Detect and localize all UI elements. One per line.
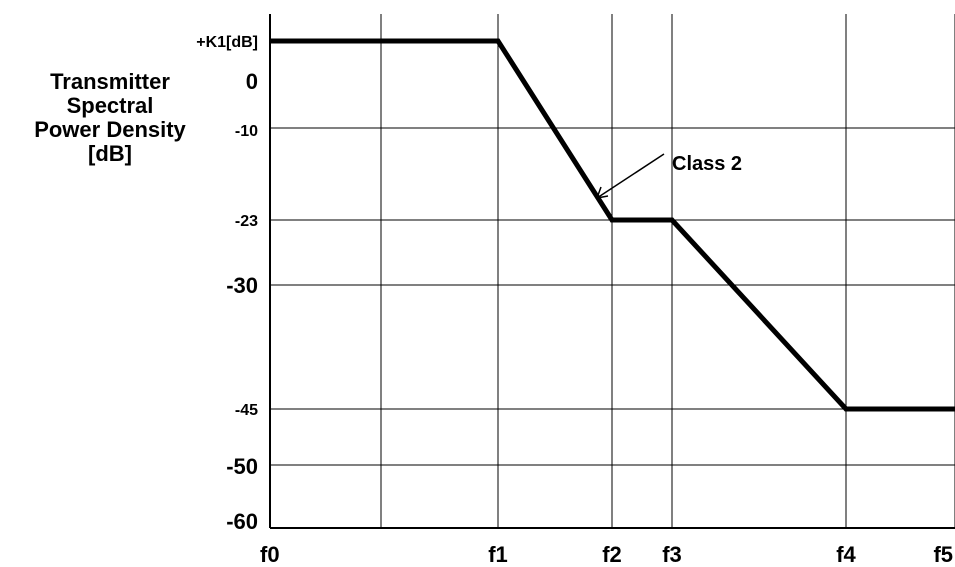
grid <box>269 14 955 529</box>
annotation-arrow <box>596 153 665 199</box>
x-tick-label: f2 <box>602 542 622 567</box>
x-tick-label: f1 <box>488 542 508 567</box>
x-tick-label: f0 <box>260 542 280 567</box>
y-tick-labels: +K1[dB] 0 -10 -23 -30 -45 -50 -60 <box>196 34 258 534</box>
y-tick-label: -10 <box>235 123 258 140</box>
y-axis-label-line: Transmitter <box>50 69 170 94</box>
x-tick-label: f5 <box>933 542 953 567</box>
series-line-class-2 <box>270 38 955 412</box>
x-tick-label: f4 <box>836 542 856 567</box>
annotation-arrowhead <box>595 186 609 199</box>
y-axis-label-line: [dB] <box>88 141 132 166</box>
y-tick-label: -50 <box>226 454 258 479</box>
y-axis-label-line: Power Density <box>34 117 186 142</box>
y-tick-label: 0 <box>246 69 258 94</box>
y-tick-label: -23 <box>235 213 258 230</box>
y-axis-label: Transmitter Spectral Power Density [dB] <box>0 70 220 166</box>
x-tick-label: f3 <box>662 542 682 567</box>
class-2-annotation: Class 2 <box>595 153 742 199</box>
x-tick-labels: f0 f1 f2 f3 f4 f5 <box>260 542 953 567</box>
y-axis-label-line: Spectral <box>66 93 154 118</box>
y-tick-label: -45 <box>235 402 258 419</box>
y-tick-label: -30 <box>226 273 258 298</box>
y-tick-label: +K1[dB] <box>196 34 258 51</box>
y-tick-label: -60 <box>226 509 258 534</box>
annotation-label: Class 2 <box>672 153 742 175</box>
